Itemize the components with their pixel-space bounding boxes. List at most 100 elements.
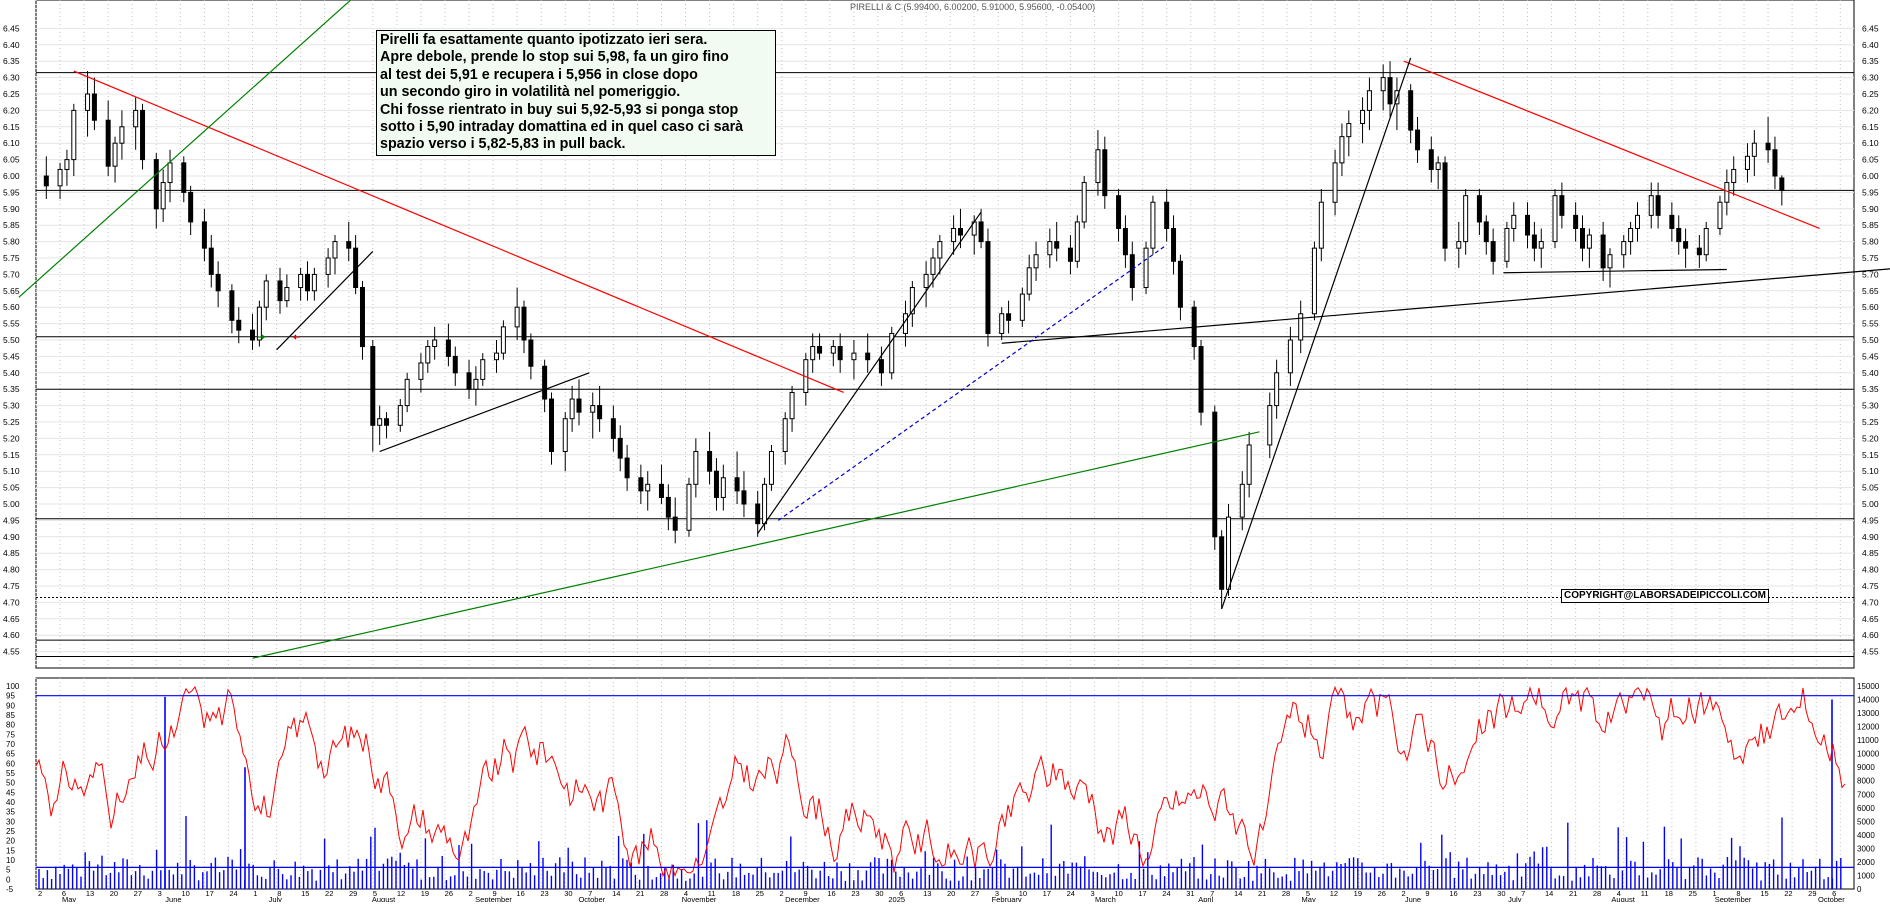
x-day-label: 10	[1114, 889, 1122, 898]
y-tick-label-right: 5.60	[1862, 302, 1879, 312]
candle-body	[494, 352, 500, 361]
candle-body	[119, 126, 125, 144]
y-tick-label-right: 6.20	[1862, 105, 1879, 115]
x-day-label: 15	[301, 889, 309, 898]
candle-body	[263, 280, 269, 308]
osc-tick-label: 75	[6, 730, 15, 739]
x-day-label: 19	[1354, 889, 1362, 898]
candle-body	[1150, 201, 1156, 249]
y-tick-label-right: 4.60	[1862, 630, 1879, 640]
y-tick-label-right: 4.90	[1862, 532, 1879, 542]
candle-body	[762, 483, 768, 525]
candle-body	[1683, 241, 1689, 249]
candle-body	[889, 332, 895, 374]
candle-body	[1669, 214, 1675, 229]
candle-body	[1311, 247, 1317, 315]
candle-body	[1177, 260, 1183, 308]
candle-body	[1717, 201, 1723, 229]
candle-body	[1318, 201, 1324, 249]
y-tick-label-left: 6.45	[3, 23, 20, 33]
candle-body	[1380, 77, 1386, 92]
y-tick-label-right: 5.00	[1862, 499, 1879, 509]
candle-body	[332, 241, 338, 259]
x-day-label: 2	[780, 889, 784, 898]
osc-tick-label: 50	[6, 779, 15, 788]
candle-body	[1081, 182, 1087, 223]
trendline	[18, 0, 352, 298]
y-tick-label-right: 5.35	[1862, 384, 1879, 394]
candle-body	[576, 398, 582, 413]
osc-tick-label: 15	[6, 846, 15, 855]
y-tick-label-right: 5.55	[1862, 319, 1879, 329]
x-month-label: October	[578, 895, 605, 902]
x-day-label: 9	[803, 889, 807, 898]
candle-body	[1129, 254, 1135, 289]
candle-body	[1067, 247, 1073, 262]
y-tick-label-left: 5.70	[3, 269, 20, 279]
volume-tick-label: 4000	[1857, 831, 1875, 840]
x-day-label: 21	[1258, 889, 1266, 898]
osc-tick-label: 70	[6, 740, 15, 749]
oscillator-panel	[35, 685, 1854, 889]
y-tick-label-right: 4.80	[1862, 565, 1879, 575]
candle-body	[1054, 241, 1060, 249]
y-tick-label-left: 5.60	[3, 302, 20, 312]
candle-body	[817, 346, 823, 354]
osc-tick-label: 80	[6, 721, 15, 730]
candle-body	[1387, 77, 1393, 105]
y-tick-label-left: 5.35	[3, 384, 20, 394]
x-day-label: 8	[1736, 889, 1740, 898]
candle-body	[713, 470, 719, 498]
x-day-label: 27	[134, 889, 142, 898]
x-day-label: 3	[158, 889, 162, 898]
candle-body	[167, 162, 173, 184]
x-day-label: 5	[373, 889, 377, 898]
candle-body	[1531, 234, 1537, 249]
x-day-label: 5	[1306, 889, 1310, 898]
oscillator-panel-frame	[35, 677, 1855, 890]
candle-body	[741, 490, 747, 505]
y-tick-label-right: 5.05	[1862, 483, 1879, 493]
candle-body	[528, 339, 534, 367]
y-tick-label-right: 5.95	[1862, 187, 1879, 197]
candle-body	[768, 451, 774, 485]
y-tick-label-left: 4.60	[3, 630, 20, 640]
candle-body	[1552, 195, 1558, 243]
x-day-label: 12	[1330, 889, 1338, 898]
y-tick-label-left: 4.90	[3, 532, 20, 542]
candle-body	[1435, 162, 1441, 170]
candle-body	[208, 247, 214, 275]
candle-body	[1026, 267, 1032, 295]
y-tick-label-left: 6.00	[3, 171, 20, 181]
x-day-label: 6	[899, 889, 903, 898]
x-day-label: 23	[851, 889, 859, 898]
candle-body	[1095, 149, 1101, 184]
trendlines-layer	[18, 0, 1890, 659]
x-day-label: 27	[971, 889, 979, 898]
candle-body	[1102, 149, 1108, 197]
x-day-label: 21	[1569, 889, 1577, 898]
candle-body	[1219, 536, 1225, 590]
candle-body	[1586, 234, 1592, 249]
x-month-label: November	[682, 895, 717, 902]
candle-body	[1559, 195, 1565, 216]
osc-tick-label: 30	[6, 817, 15, 826]
y-tick-label-left: 5.45	[3, 351, 20, 361]
candle-body	[1655, 195, 1661, 216]
candle-body	[1538, 241, 1544, 249]
candle-body	[500, 326, 506, 354]
x-day-label: 20	[110, 889, 118, 898]
x-day-label: 28	[1593, 889, 1601, 898]
candle-body	[930, 257, 936, 275]
volume-tick-label: 3000	[1857, 844, 1875, 853]
candle-body	[1428, 149, 1434, 170]
osc-tick-label: 5	[6, 866, 11, 875]
osc-tick-label: 20	[6, 837, 15, 846]
note-line: Pirelli fa esattamente quanto ipotizzato…	[380, 32, 708, 48]
x-day-label: 13	[86, 889, 94, 898]
x-day-label: 23	[1473, 889, 1481, 898]
candle-body	[311, 273, 317, 292]
chart-title: PIRELLI & C (5.99400, 6.00200, 5.91000, …	[850, 2, 1096, 12]
red-arrow-icon	[292, 334, 300, 340]
x-day-label: 14	[1545, 889, 1553, 898]
